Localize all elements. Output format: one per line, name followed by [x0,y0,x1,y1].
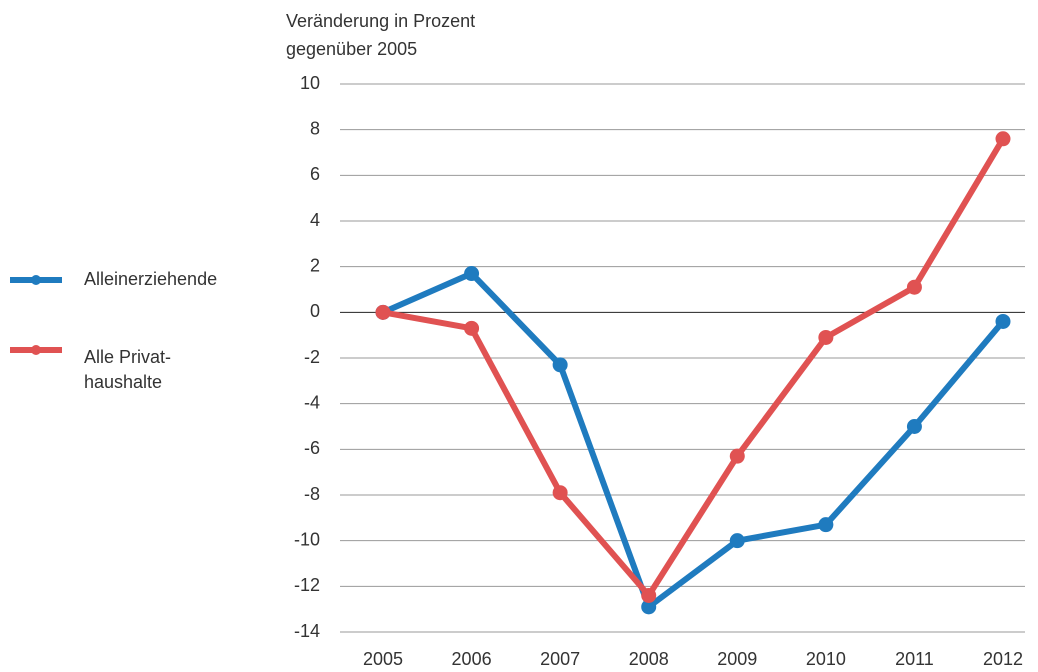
data-point [375,304,391,320]
data-point [818,329,834,345]
y-tick-label: 6 [310,164,320,184]
y-tick-label: 8 [310,118,320,138]
data-point [906,279,922,295]
y-tick-label: 2 [310,255,320,275]
data-point [641,599,657,615]
data-point [729,533,745,549]
y-tick-label: 4 [310,210,320,230]
data-point [641,587,657,603]
data-point [552,485,568,501]
x-tick-label: 2012 [983,649,1023,669]
y-tick-label: 10 [300,73,320,93]
data-point [906,419,922,434]
y-tick-label: -4 [304,392,320,412]
legend-marker [31,345,41,355]
y-tick-label: -12 [294,575,320,595]
data-point [995,131,1011,147]
y-tick-label: -8 [304,484,320,504]
data-point [818,517,834,533]
data-point [729,448,745,464]
data-point [552,357,568,373]
legend-label: Alleinerziehende [84,269,217,289]
y-tick-label: -14 [294,621,320,641]
y-axis-label: Veränderung in Prozent [286,11,475,31]
y-axis-label: gegenüber 2005 [286,39,417,59]
x-tick-label: 2010 [806,649,846,669]
y-tick-label: -10 [294,529,320,549]
y-tick-label: -6 [304,438,320,458]
legend-marker [31,275,41,285]
x-tick-label: 2007 [540,649,580,669]
data-point [995,313,1011,329]
y-tick-label: 0 [310,301,320,321]
legend-label: Alle Privat-haushalte [84,347,171,392]
data-point [464,320,480,336]
x-tick-label: 2005 [363,649,403,669]
series-line [381,270,1006,610]
series-line [382,137,1006,599]
y-tick-label: -2 [304,347,320,367]
data-point [464,266,480,282]
x-tick-label: 2006 [452,649,492,669]
x-tick-label: 2008 [629,649,669,669]
x-tick-label: 2011 [895,649,934,669]
x-tick-label: 2009 [717,649,757,669]
